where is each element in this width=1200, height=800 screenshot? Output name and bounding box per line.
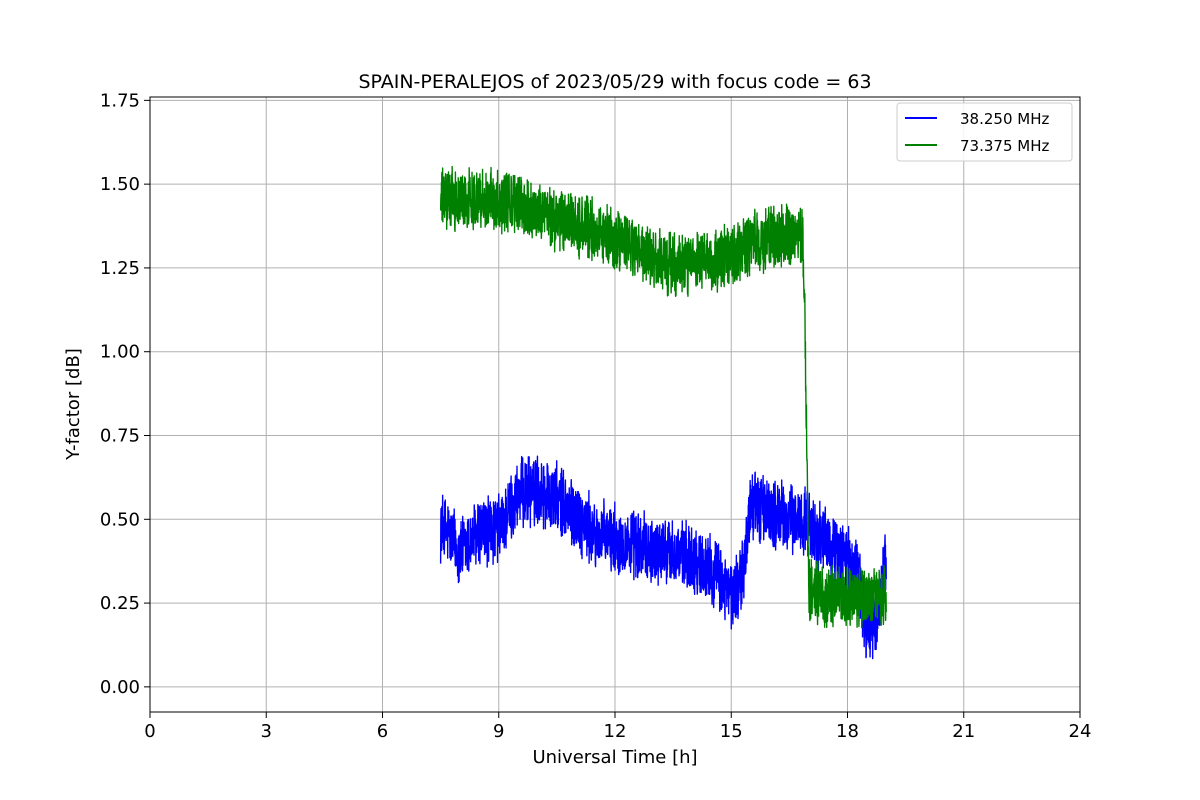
y-tick-label: 1.75 [100,90,140,111]
y-tick-label: 0.25 [100,593,140,614]
y-axis-label: Y-factor [dB] [63,348,84,461]
legend-label-38mhz: 38.250 MHz [960,110,1049,128]
legend: 38.250 MHz 73.375 MHz [896,102,1073,162]
ticks: 0 3 6 9 12 15 18 21 24 0.00 0.25 0.50 0.75 1.00 1.25 1.… [100,90,1092,742]
chart-title: SPAIN-PERALEJOS of 2023/05/29 with focus… [358,71,871,93]
y-tick-label: 0.50 [100,509,140,530]
y-tick-label: 1.50 [100,174,140,195]
x-tick-label: 18 [836,721,859,742]
y-tick-label: 1.25 [100,258,140,279]
x-tick-label: 12 [604,721,627,742]
x-tick-label: 15 [720,721,743,742]
x-tick-label: 21 [952,721,975,742]
series-layer [439,165,887,660]
y-tick-label: 1.00 [100,342,140,363]
legend-box [896,102,1073,162]
legend-label-73mhz: 73.375 MHz [960,137,1049,155]
y-tick-label: 0.00 [100,677,140,698]
x-tick-label: 9 [493,721,504,742]
x-tick-label: 3 [261,721,272,742]
x-tick-label: 6 [377,721,388,742]
x-tick-label: 0 [144,721,155,742]
series-73mhz-line [439,165,887,629]
series-38mhz-line [439,455,887,660]
x-tick-label: 24 [1069,721,1092,742]
y-tick-label: 0.75 [100,426,140,447]
x-axis-label: Universal Time [h] [532,747,697,768]
